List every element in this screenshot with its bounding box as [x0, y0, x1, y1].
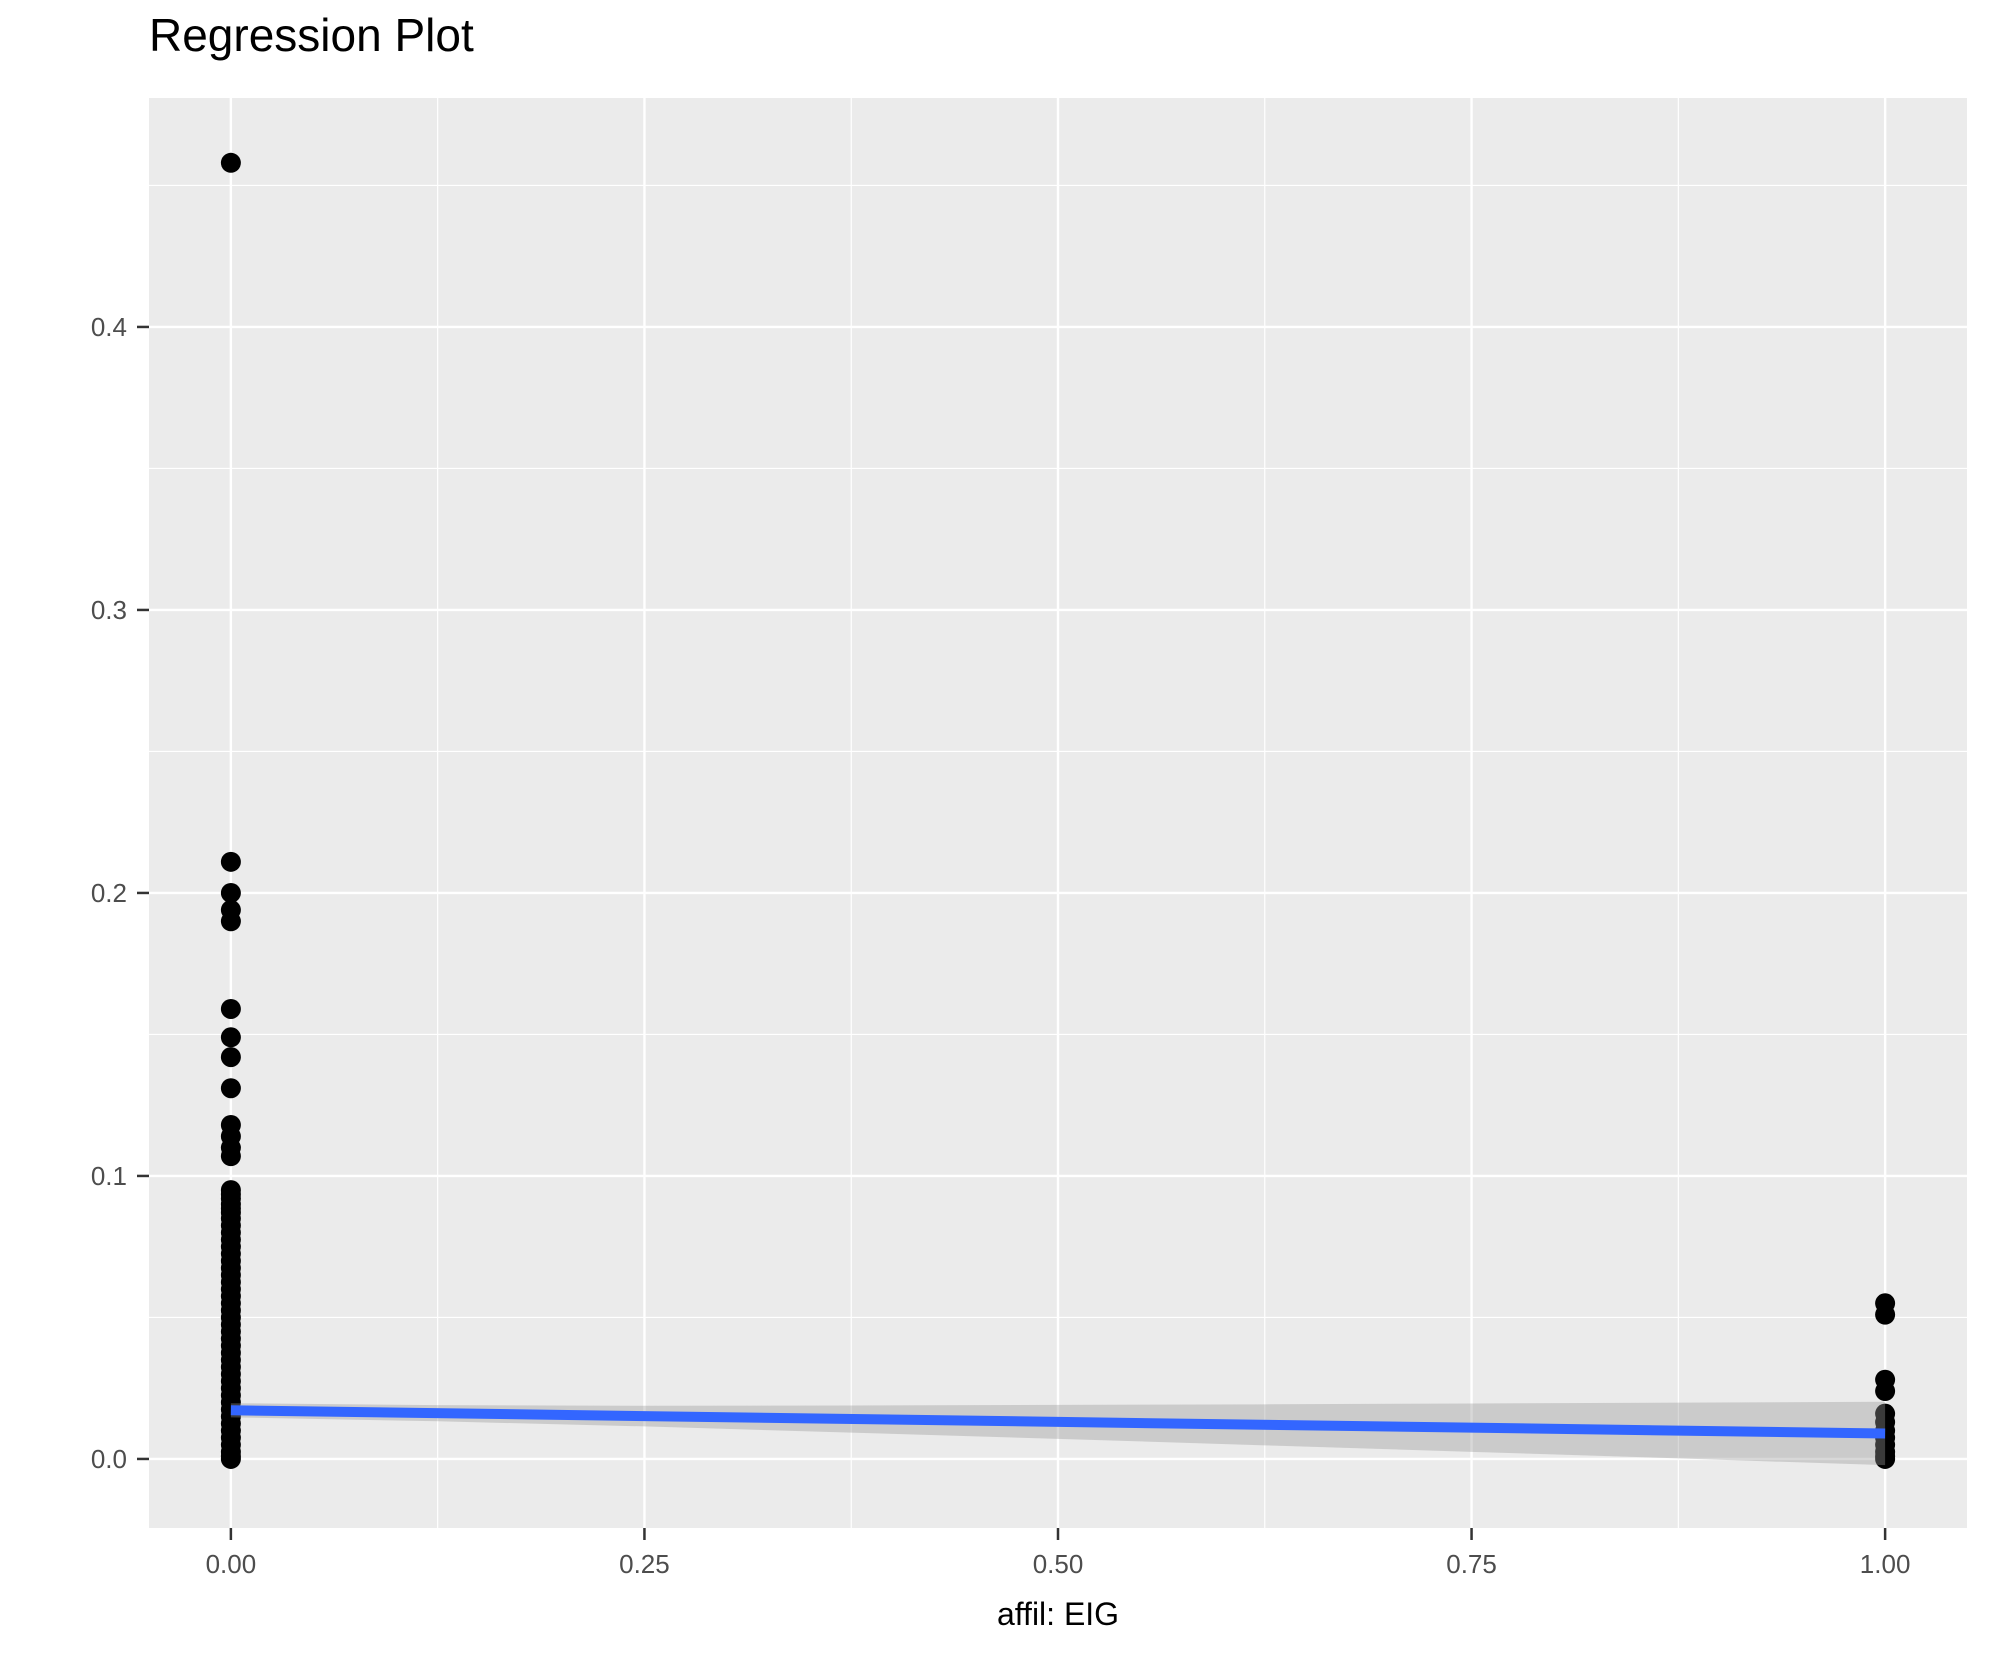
regression-line: [230, 1405, 1886, 1439]
y-tick-label: 0.2: [91, 878, 127, 908]
scatter-point: [220, 911, 241, 932]
scatter-point: [1875, 1381, 1896, 1402]
scatter-point: [220, 1047, 241, 1068]
scatter-point: [220, 1448, 241, 1469]
scatter-point: [220, 1078, 241, 1099]
x-tick-label: 1.00: [1860, 1549, 1911, 1579]
x-tick-label: 0.00: [206, 1549, 257, 1579]
y-tick-label: 0.3: [91, 595, 127, 625]
scatter-point: [220, 851, 241, 872]
plot-title: Regression Plot: [149, 9, 474, 61]
x-axis-title: affil: EIG: [996, 1596, 1120, 1632]
x-tick-label: 0.25: [619, 1549, 670, 1579]
scatter-point: [220, 1027, 241, 1048]
y-tick-label: 0.0: [91, 1444, 127, 1474]
scatter-point: [1875, 1448, 1896, 1469]
scatter-point: [220, 998, 241, 1019]
x-tick-label: 0.50: [1033, 1549, 1084, 1579]
y-tick-label: 0.1: [91, 1161, 127, 1191]
scatter-point: [1875, 1304, 1896, 1325]
y-axis-title-text: Topic Weather context: [22, 1513, 59, 1665]
x-tick-label: 0.75: [1446, 1549, 1497, 1579]
y-tick-label: 0.4: [91, 312, 127, 342]
scatter-point: [220, 882, 241, 903]
scatter-point: [220, 152, 241, 173]
scatter-point: [220, 1146, 241, 1167]
